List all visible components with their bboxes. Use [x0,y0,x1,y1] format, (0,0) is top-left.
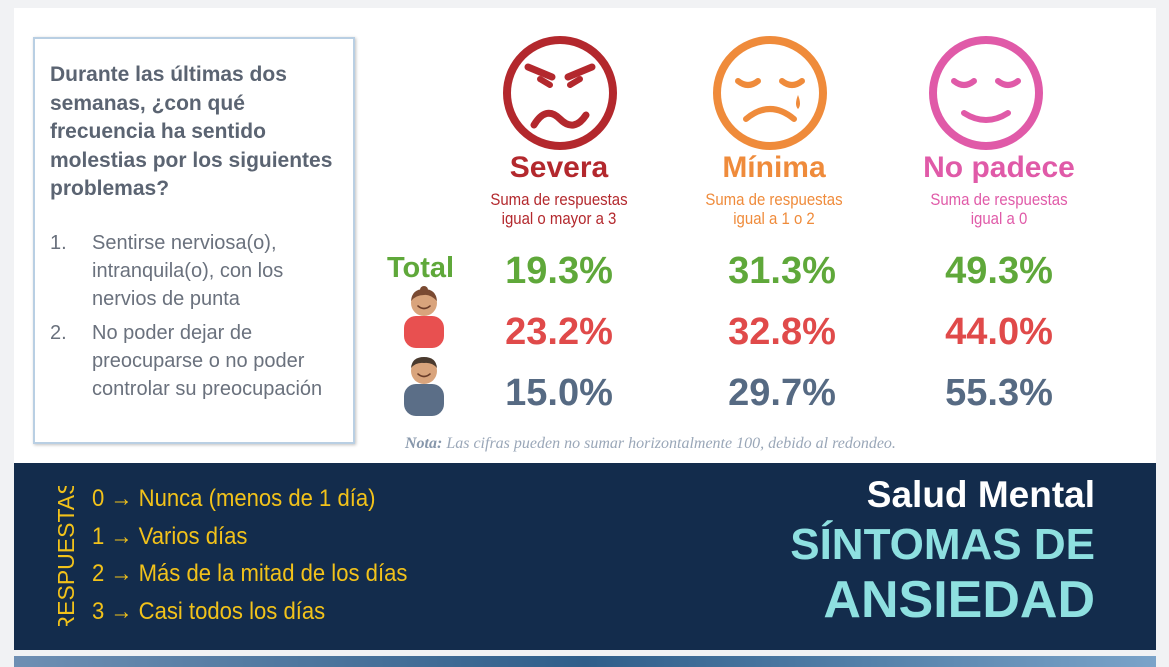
woman-icon [404,286,444,348]
value-total-no-padece: 49.3% [945,250,1053,292]
banner-subtitle-line-2: ANSIEDAD [823,571,1095,629]
value-men-minima: 29.7% [728,372,836,414]
category-title-no-padece: No padece [923,151,1075,184]
category-subtitle-minima: Suma de respuestas igual a 1 o 2 [673,190,875,228]
value-women-severa: 23.2% [505,311,613,353]
category-subtitle-severa: Suma de respuestas igual o mayor a 3 [458,190,660,228]
question-item-text: Sentirse nerviosa(o), intranquila(o), co… [92,232,284,310]
calm-face-icon [929,36,1043,150]
question-title: Durante las últimas dos semanas, ¿con qu… [50,63,333,200]
category-title-minima: Mínima [722,151,826,184]
respuestas-vertical-label: RESPUESTAS [55,486,77,626]
respuesta-item: 1 → Varios días [92,522,248,550]
question-item-1: 1. Sentirse nerviosa(o), intranquila(o),… [50,229,350,313]
respuesta-item: 0 → Nunca (menos de 1 día) [92,485,376,512]
subtitle-line: Suma de respuestas [930,190,1068,209]
banner-title: Salud Mental [866,474,1095,515]
sad-face-icon [713,36,827,150]
question-box: Durante las últimas dos semanas, ¿con qu… [33,37,355,444]
value-men-severa: 15.0% [505,372,613,414]
angry-face-icon [503,36,617,150]
value-women-no-padece: 44.0% [945,311,1053,353]
banner-subtitle-line-1: SÍNTOMAS DE [790,520,1095,569]
category-title-severa: Severa [509,151,609,184]
value-total-minima: 31.3% [728,250,836,292]
question-item-2: 2. No poder dejar de preocuparse o no po… [50,319,350,403]
category-subtitle-no-padece: Suma de respuestas igual a 0 [898,190,1100,228]
note-text: Las cifras pueden no sumar horizontalmen… [446,435,896,452]
respuesta-item: 2 → Más de la mitad de los días [92,560,408,587]
bottom-strip [14,656,1156,667]
question-item-number: 2. [50,322,67,344]
subtitle-line: Suma de respuestas [705,190,843,209]
value-women-minima: 32.8% [728,311,836,353]
question-item-number: 1. [50,232,67,254]
subtitle-line: igual a 0 [970,209,1028,228]
respuesta-item: 3 → Casi todos los días [92,597,326,625]
note-label: Nota: [405,435,443,452]
respuestas-list: 0 → Nunca (menos de 1 día) 1 → Varios dí… [92,480,407,630]
footer-banner [14,463,1156,650]
value-men-no-padece: 55.3% [945,372,1053,414]
question-list: 1. Sentirse nerviosa(o), intranquila(o),… [50,229,350,409]
note: Nota: Las cifras pueden no sumar horizon… [405,435,896,453]
respuestas-label-text: RESPUESTAS [55,486,77,626]
value-total-severa: 19.3% [505,250,613,292]
question-item-text: No poder dejar de preocuparse o no poder… [92,322,323,400]
subtitle-line: Suma de respuestas [490,190,628,209]
row-label-total: Total [387,252,455,284]
man-icon [404,357,444,416]
subtitle-line: igual a 1 o 2 [733,209,815,228]
subtitle-line: igual o mayor a 3 [501,209,617,228]
